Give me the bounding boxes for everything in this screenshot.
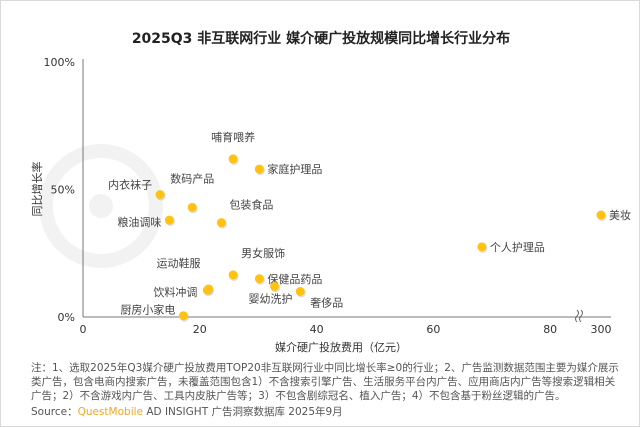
axis-break-icon: [575, 309, 583, 323]
data-point: [178, 311, 188, 321]
watermark-logo-ring: [39, 144, 163, 268]
y-axis-title: 同比增长率: [30, 162, 44, 217]
point-label: 美妆: [609, 209, 631, 222]
data-point: [254, 164, 264, 174]
data-point: [187, 202, 197, 212]
x-tick-label: 300: [591, 323, 612, 336]
x-tick-label: 40: [310, 323, 324, 336]
y-tick-label: 50%: [51, 184, 75, 197]
x-tick-label: 20: [193, 323, 207, 336]
x-tick-label: 80: [543, 323, 557, 336]
x-axis-title: 媒介硬广投放费用（亿元）: [275, 340, 407, 354]
data-point: [270, 281, 280, 291]
footer: 注：1、选取2025年Q3媒介硬广投放费用TOP20非互联网行业中同比增长率≥0…: [31, 361, 623, 419]
x-tick-label: 60: [426, 323, 440, 336]
data-point: [254, 274, 264, 284]
point-label: 个人护理品: [490, 240, 545, 254]
source-prefix: Source：: [31, 406, 78, 418]
point-label: 包装食品: [229, 198, 273, 212]
point-label: 男女服饰: [241, 246, 285, 260]
data-point: [164, 215, 174, 225]
source-rest: AD INSIGHT 广告洞察数据库 2025年9月: [143, 406, 343, 418]
scatter-chart: 0 20 40 60 80 300 0% 50% 100% 媒介硬广投放费用（亿元） 同比增长率 哺育…: [30, 56, 631, 354]
point-label: 内衣袜子: [108, 178, 152, 192]
point-label: 哺育喂养: [211, 130, 255, 144]
y-tick-label: 0%: [58, 311, 75, 324]
chart-title: 2025Q3 非互联网行业 媒介硬广投放规模同比增长行业分布: [131, 31, 511, 47]
point-label: 数码产品: [170, 171, 214, 185]
footnote: 注：1、选取2025年Q3媒介硬广投放费用TOP20非互联网行业中同比增长率≥0…: [31, 362, 619, 402]
point-label: 粮油调味: [117, 215, 161, 229]
point-label: 饮料冲调: [153, 285, 197, 299]
source-line: Source：QuestMobile AD INSIGHT 广告洞察数据库 20…: [31, 405, 623, 419]
x-tick-label: 0: [80, 323, 87, 336]
data-point: [295, 287, 305, 296]
data-point: [228, 154, 238, 164]
point-label: 奢侈品: [310, 296, 343, 310]
data-point: [228, 270, 238, 280]
y-tick-label: 100%: [44, 56, 75, 69]
source-brand: QuestMobile: [77, 406, 143, 418]
point-label: 运动鞋服: [157, 256, 201, 270]
point-label: 家庭护理品: [267, 162, 322, 176]
data-point: [155, 190, 165, 200]
point-label: 婴幼洗护: [249, 291, 293, 305]
data-point: [596, 210, 606, 220]
point-label: 保健品药品: [267, 272, 322, 286]
point-label: 厨房小家电: [120, 303, 175, 317]
watermark-logo-dot: [89, 194, 113, 218]
data-point: [202, 285, 212, 295]
data-point: [216, 218, 226, 228]
data-point: [477, 242, 487, 252]
